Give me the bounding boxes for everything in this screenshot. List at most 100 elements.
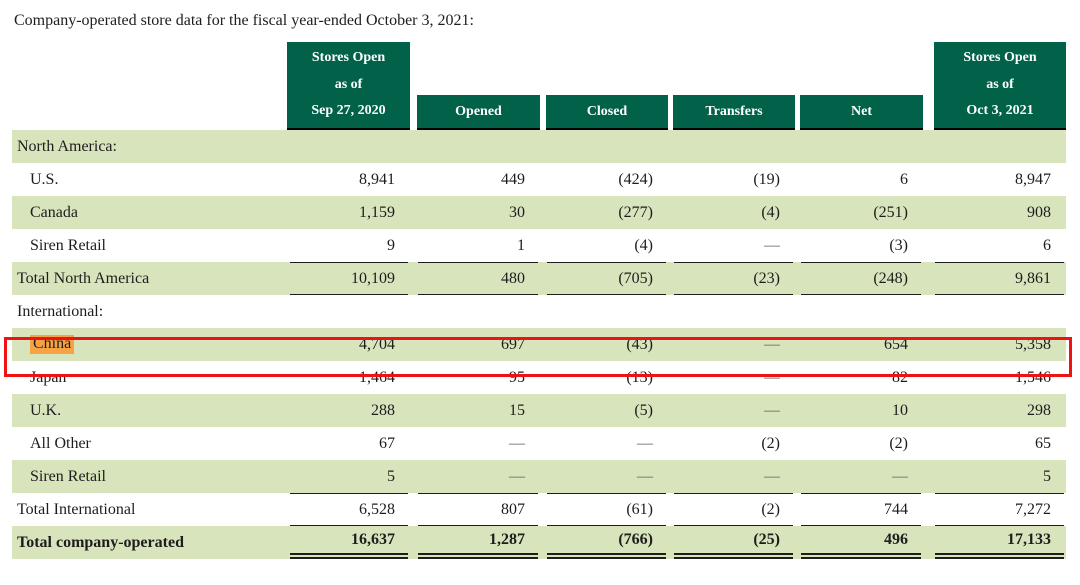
cell-net: 654 <box>795 328 923 361</box>
cell-value: 1,159 <box>359 203 395 221</box>
cell-value: (251) <box>873 203 908 221</box>
cell-closed <box>540 130 668 163</box>
cell-net: 10 <box>795 394 923 427</box>
table-row-north-america: North America: <box>12 130 1066 163</box>
row-label-cell: All Other <box>12 427 287 460</box>
cell-value: (25) <box>753 530 780 548</box>
cell-opened: 807 <box>410 493 540 526</box>
column-header-stores-open-oct3: Stores Open as of Oct 3, 2021 <box>934 42 1066 130</box>
cell-net: 6 <box>795 163 923 196</box>
table-row-total-international: Total International 6,528 807 (61) (2) 7… <box>12 493 1066 526</box>
cell-value: 908 <box>1027 203 1051 221</box>
cell-transfers: — <box>668 328 795 361</box>
cell-sep27-2020: 288 <box>287 394 410 427</box>
cell-value: (2) <box>761 500 780 518</box>
table-row-all-other: All Other 67 — — (2) (2) 65 <box>12 427 1066 460</box>
table-row-siren-retail: Siren Retail 9 1 (4) — (3) 6 <box>12 229 1066 262</box>
cell-closed: (424) <box>540 163 668 196</box>
cell-closed: (61) <box>540 493 668 526</box>
cell-transfers: (19) <box>668 163 795 196</box>
cell-value: 8,941 <box>359 170 395 188</box>
cell-value: 10 <box>892 401 908 419</box>
cell-value: 30 <box>509 203 525 221</box>
table-row-canada: Canada 1,159 30 (277) (4) (251) 908 <box>12 196 1066 229</box>
cell-transfers: — <box>668 361 795 394</box>
cell-sep27-2020 <box>287 130 410 163</box>
cell-sep27-2020: 67 <box>287 427 410 460</box>
cell-opened: 30 <box>410 196 540 229</box>
cell-value: 1,464 <box>359 368 395 386</box>
table-row-total-north-america: Total North America 10,109 480 (705) (23… <box>12 262 1066 295</box>
page-title: Company-operated store data for the fisc… <box>14 12 474 29</box>
cell-oct3-2021 <box>923 295 1066 328</box>
cell-sep27-2020: 6,528 <box>287 493 410 526</box>
cell-closed: (705) <box>540 262 668 295</box>
cell-value: 807 <box>501 500 525 518</box>
cell-oct3-2021: 17,133 <box>923 526 1066 559</box>
cell-opened: 1,287 <box>410 526 540 559</box>
cell-oct3-2021: 65 <box>923 427 1066 460</box>
cell-value: (3) <box>889 236 908 254</box>
row-label: International: <box>17 302 104 320</box>
cell-value: (4) <box>634 236 653 254</box>
row-label-cell: China <box>12 328 287 361</box>
cell-closed: (277) <box>540 196 668 229</box>
cell-value: (705) <box>618 269 653 287</box>
cell-sep27-2020: 9 <box>287 229 410 262</box>
cell-opened: 95 <box>410 361 540 394</box>
cell-value: 697 <box>501 335 525 353</box>
column-header-stores-open-sep27: Stores Open as of Sep 27, 2020 <box>287 42 410 130</box>
cell-value: 67 <box>379 434 395 452</box>
cell-net <box>795 130 923 163</box>
cell-value: (13) <box>626 368 653 386</box>
cell-value: (19) <box>753 170 780 188</box>
cell-sep27-2020: 1,159 <box>287 196 410 229</box>
cell-closed: (766) <box>540 526 668 559</box>
cell-value: — <box>764 236 780 254</box>
column-header-closed: Closed <box>546 95 668 130</box>
cell-transfers: (4) <box>668 196 795 229</box>
cell-closed: (43) <box>540 328 668 361</box>
cell-opened: 1 <box>410 229 540 262</box>
cell-sep27-2020: 5 <box>287 460 410 493</box>
cell-transfers: — <box>668 394 795 427</box>
cell-value: (61) <box>626 500 653 518</box>
cell-value: (23) <box>753 269 780 287</box>
cell-value: (766) <box>618 530 653 548</box>
cell-sep27-2020: 1,464 <box>287 361 410 394</box>
row-label: Japan <box>30 368 67 386</box>
row-label: China <box>30 335 75 354</box>
cell-value: — <box>637 434 653 452</box>
cell-oct3-2021: 6 <box>923 229 1066 262</box>
cell-value: 5,358 <box>1015 335 1051 353</box>
cell-value: 1 <box>517 236 525 254</box>
cell-value: (5) <box>634 401 653 419</box>
cell-value: 6,528 <box>359 500 395 518</box>
cell-value: 9 <box>387 236 395 254</box>
column-header-transfers: Transfers <box>673 95 795 130</box>
cell-value: 9,861 <box>1015 269 1051 287</box>
row-label-cell: U.K. <box>12 394 287 427</box>
cell-value: 82 <box>892 368 908 386</box>
cell-opened: — <box>410 427 540 460</box>
cell-value: (2) <box>889 434 908 452</box>
cell-net <box>795 295 923 328</box>
cell-oct3-2021 <box>923 130 1066 163</box>
row-label-header <box>12 42 287 130</box>
document-page: Company-operated store data for the fisc… <box>0 12 1080 585</box>
row-label-cell: Canada <box>12 196 287 229</box>
cell-value: 298 <box>1027 401 1051 419</box>
cell-oct3-2021: 908 <box>923 196 1066 229</box>
cell-sep27-2020: 16,637 <box>287 526 410 559</box>
cell-transfers <box>668 130 795 163</box>
cell-value: 480 <box>501 269 525 287</box>
row-label: U.S. <box>30 170 59 188</box>
cell-value: 288 <box>371 401 395 419</box>
table-row-total-company-operated: Total company-operated 16,637 1,287 (766… <box>12 526 1066 559</box>
cell-closed: — <box>540 460 668 493</box>
cell-value: 7,272 <box>1015 500 1051 518</box>
row-label-cell: U.S. <box>12 163 287 196</box>
cell-value: 5 <box>387 467 395 485</box>
header-line: as of <box>986 76 1014 92</box>
row-label: North America: <box>17 137 117 155</box>
